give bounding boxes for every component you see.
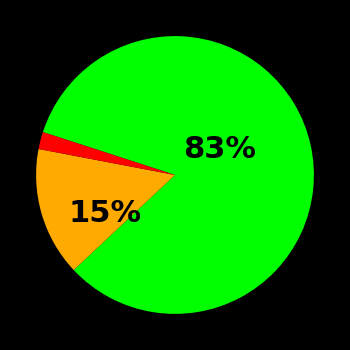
- Wedge shape: [38, 132, 175, 175]
- Wedge shape: [43, 36, 314, 314]
- Text: 15%: 15%: [69, 199, 142, 229]
- Wedge shape: [36, 149, 175, 270]
- Text: 83%: 83%: [183, 135, 256, 164]
